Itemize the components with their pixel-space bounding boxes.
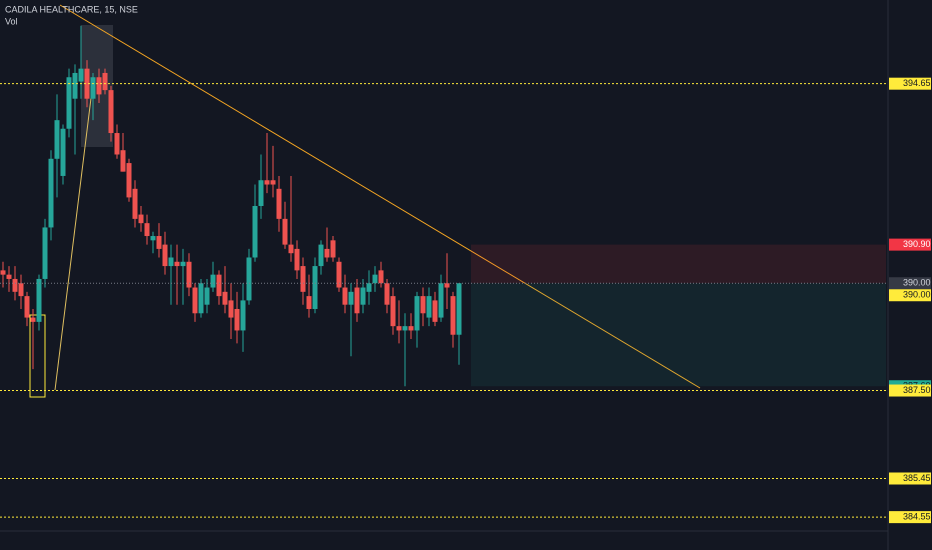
candle-body [270,180,276,185]
candle-body [60,128,66,176]
candle-body [366,283,372,292]
candle-body [36,278,42,322]
candle-body [72,72,78,99]
candle-body [330,240,336,258]
price-label: 385.45 [903,473,931,483]
candle-body [444,283,450,288]
candle-body [24,296,30,318]
candle-body [228,300,234,318]
candle-body [54,120,60,159]
price-label: 394.65 [903,78,931,88]
candle-body [102,72,108,91]
candle-body [240,300,246,331]
candle-body [378,270,384,284]
candle-body [402,326,408,331]
candle-body [12,278,18,292]
candle-body [264,180,270,185]
candle-body [204,287,210,305]
price-label: 390.90 [903,239,931,249]
candle-body [276,188,282,219]
candle-body [66,77,72,129]
candle-body [234,308,240,331]
candle-body [384,283,390,305]
candle-body [258,180,264,206]
candle-body [174,261,180,267]
candle-body [48,158,54,228]
candle-body [294,248,300,271]
candle-body [84,68,90,99]
candle-body [192,287,198,314]
candle-body [126,163,132,198]
candle-body [198,283,204,314]
candle-body [336,261,342,288]
candle-body [216,274,222,297]
target-zone [471,283,886,387]
candle-body [252,205,258,258]
candle-body [168,257,174,267]
chart-title: CADILA HEALTHCARE, 15, NSE [5,4,138,14]
candle-body [288,244,294,254]
candle-body [156,236,162,249]
price-label: 390.00 [903,290,931,300]
candle-body [348,291,354,305]
candle-body [312,266,318,309]
candle-body [222,291,228,305]
candle-body [150,236,156,241]
volume-label: Vol [5,16,18,26]
candle-body [96,77,102,95]
candle-body [186,261,192,288]
candle-body [120,150,126,172]
candle-body [132,188,138,219]
candle-body [372,274,378,284]
candle-body [342,287,348,305]
candle-body [180,261,186,267]
candle-body [108,90,114,134]
price-label-bg [889,277,931,290]
candle-body [90,77,96,99]
price-label: 387.50 [903,385,931,395]
candle-body [450,296,456,335]
candle-body [6,274,12,279]
candle-body [456,283,462,335]
candle-body [282,218,288,245]
price-label-bg [889,238,931,251]
candle-body [246,257,252,301]
candle-body [300,266,306,292]
price-label: 384.55 [903,512,931,522]
candle-body [354,287,360,314]
candle-body [420,296,426,314]
candle-body [318,244,324,267]
stop-zone [471,244,886,284]
candle-body [324,248,330,258]
price-label-bg [889,384,931,397]
candle-body [390,296,396,327]
candle-body [114,133,120,155]
candle-body [408,326,414,331]
candle-body [396,326,402,331]
price-label-bg [889,472,931,485]
candle-body [144,223,150,237]
candle-body [18,283,24,297]
connector-line [54,89,93,391]
candle-body [42,227,48,279]
candle-body [438,283,444,318]
candle-body [30,317,36,322]
candle-body [210,274,216,288]
candle-body [138,214,144,224]
price-label-bg [889,289,931,302]
price-label-bg [889,511,931,524]
trend-line [59,4,701,389]
candle-body [414,296,420,331]
price-label-bg [889,77,931,90]
candle-body [360,287,366,305]
candle-body [162,244,168,267]
candle-body [0,270,6,275]
candle-body [432,300,438,322]
price-label: 390.00 [903,278,931,288]
candle-body [78,68,84,82]
candle-body [426,296,432,318]
candle-body [306,296,312,309]
